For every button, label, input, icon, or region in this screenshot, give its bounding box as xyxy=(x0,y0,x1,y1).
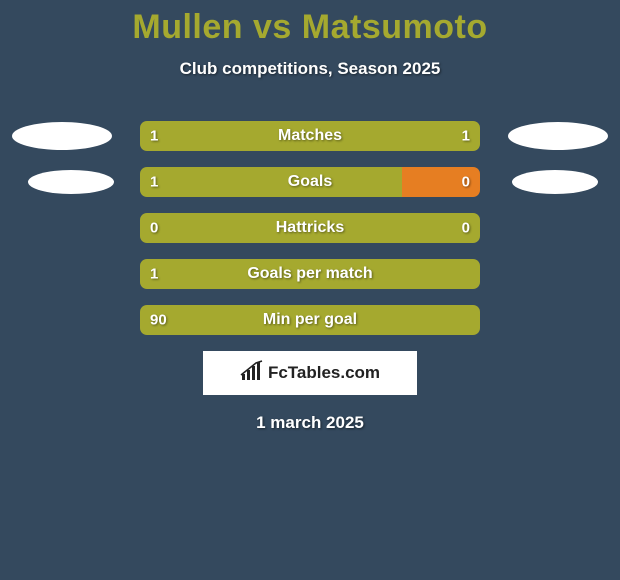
value-right: 0 xyxy=(462,220,470,237)
value-left: 1 xyxy=(150,128,158,145)
bar-container: 90Min per goal xyxy=(140,305,480,335)
subtitle: Club competitions, Season 2025 xyxy=(0,59,620,79)
value-left: 0 xyxy=(150,220,158,237)
chart-icon xyxy=(240,360,264,387)
stat-row: 10Goals xyxy=(0,167,620,197)
bar-left xyxy=(140,259,480,289)
player-left-marker xyxy=(12,122,112,150)
value-left: 90 xyxy=(150,312,167,329)
value-right: 0 xyxy=(462,174,470,191)
player-right-marker xyxy=(512,170,598,194)
value-left: 1 xyxy=(150,266,158,283)
bar-left xyxy=(140,167,402,197)
bar-left xyxy=(140,213,480,243)
stat-row: 00Hattricks xyxy=(0,213,620,243)
bar-container: 00Hattricks xyxy=(140,213,480,243)
bar-container: 10Goals xyxy=(140,167,480,197)
stat-row: 1Goals per match xyxy=(0,259,620,289)
footer-date: 1 march 2025 xyxy=(0,413,620,433)
player-right-marker xyxy=(508,122,608,150)
bar-container: 11Matches xyxy=(140,121,480,151)
bar-right xyxy=(310,121,480,151)
page-title: Mullen vs Matsumoto xyxy=(0,0,620,47)
bar-left xyxy=(140,305,480,335)
value-left: 1 xyxy=(150,174,158,191)
logo-text: FcTables.com xyxy=(268,363,380,383)
player-left-marker xyxy=(28,170,114,194)
stat-row: 11Matches xyxy=(0,121,620,151)
stats-area: 11Matches10Goals00Hattricks1Goals per ma… xyxy=(0,121,620,335)
bar-container: 1Goals per match xyxy=(140,259,480,289)
logo-box: FcTables.com xyxy=(203,351,417,395)
value-right: 1 xyxy=(462,128,470,145)
stat-row: 90Min per goal xyxy=(0,305,620,335)
bar-left xyxy=(140,121,310,151)
